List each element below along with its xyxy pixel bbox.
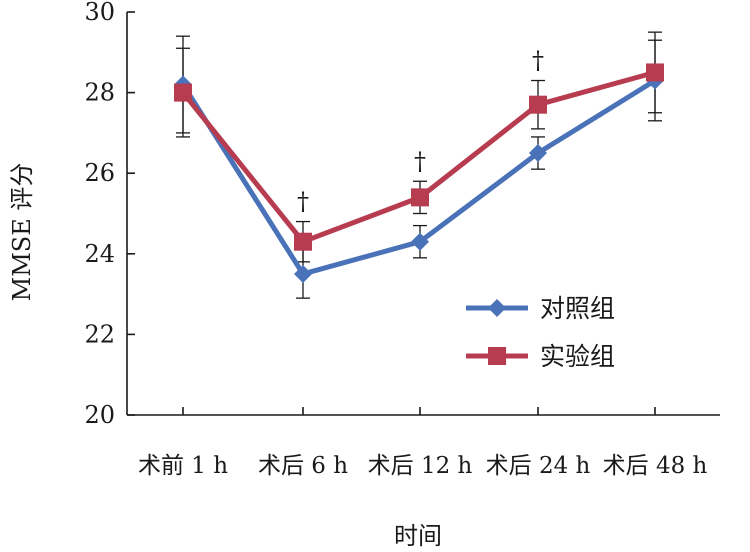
series-markers — [174, 63, 664, 283]
legend-marker-1 — [488, 299, 506, 317]
data-point-series-2 — [529, 95, 547, 114]
x-tick-label: 术后 12 h — [368, 453, 473, 479]
significance-annotations: † † † — [297, 47, 544, 216]
x-tick-label: 术前 1 h — [138, 453, 228, 479]
y-tick-label: 26 — [84, 159, 115, 187]
data-point-series-1 — [294, 264, 312, 283]
y-tick-label: 30 — [84, 0, 115, 26]
data-point-series-2 — [294, 232, 312, 251]
legend-marker-2 — [488, 347, 506, 365]
x-tick-label: 术后 24 h — [486, 453, 591, 479]
data-point-series-2 — [646, 63, 664, 82]
y-axis-title: MMSE 评分 — [8, 163, 36, 302]
legend-label-1: 对照组 — [540, 294, 615, 323]
y-tick-label: 24 — [84, 240, 115, 268]
data-point-series-1 — [529, 144, 547, 163]
y-tick-label: 20 — [84, 401, 115, 429]
x-tick-label: 术后 6 h — [258, 453, 348, 479]
y-tick-label: 22 — [84, 320, 115, 348]
axes: 20 22 24 26 28 30 术前 1 h 术后 6 h 术后 12 h 术后 24 h 术后… — [84, 0, 720, 479]
x-axis-title: 时间 — [394, 522, 442, 550]
y-tick-label: 28 — [84, 79, 115, 107]
significance-marker: † — [297, 188, 309, 216]
x-tick-label: 术后 48 h — [603, 453, 708, 479]
data-point-series-1 — [411, 232, 429, 251]
legend-label-2: 实验组 — [540, 342, 615, 371]
significance-marker: † — [532, 47, 544, 75]
significance-marker: † — [414, 147, 426, 175]
data-point-series-2 — [174, 83, 192, 102]
data-point-series-2 — [411, 188, 429, 207]
